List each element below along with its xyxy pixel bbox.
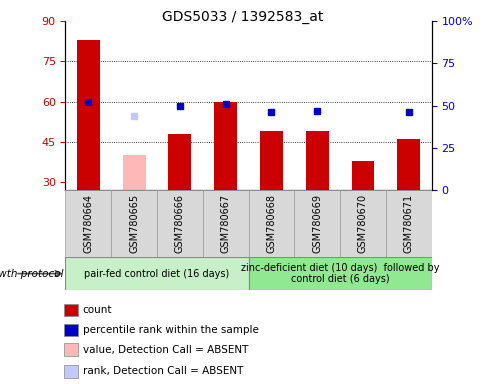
Text: value, Detection Call = ABSENT: value, Detection Call = ABSENT bbox=[83, 345, 248, 355]
Text: GSM780666: GSM780666 bbox=[175, 194, 184, 253]
Bar bbox=[385, 190, 431, 257]
Text: GSM780671: GSM780671 bbox=[403, 194, 413, 253]
Text: GDS5033 / 1392583_at: GDS5033 / 1392583_at bbox=[162, 10, 322, 23]
Text: growth protocol: growth protocol bbox=[0, 268, 63, 279]
Bar bbox=[64, 343, 78, 356]
Bar bbox=[122, 155, 145, 190]
Bar bbox=[64, 324, 78, 336]
Bar bbox=[396, 139, 419, 190]
Text: count: count bbox=[83, 305, 112, 315]
Bar bbox=[65, 257, 248, 290]
Text: rank, Detection Call = ABSENT: rank, Detection Call = ABSENT bbox=[83, 366, 242, 376]
Text: GSM780668: GSM780668 bbox=[266, 194, 276, 253]
Bar bbox=[77, 40, 100, 190]
Bar bbox=[248, 190, 294, 257]
Text: GSM780664: GSM780664 bbox=[83, 194, 93, 253]
Bar bbox=[157, 190, 202, 257]
Bar bbox=[64, 304, 78, 316]
Bar bbox=[202, 190, 248, 257]
Bar bbox=[64, 365, 78, 378]
Text: GSM780665: GSM780665 bbox=[129, 194, 139, 253]
Text: zinc-deficient diet (10 days)  followed by
control diet (6 days): zinc-deficient diet (10 days) followed b… bbox=[241, 263, 439, 285]
Bar bbox=[305, 131, 328, 190]
Text: GSM780670: GSM780670 bbox=[357, 194, 367, 253]
Bar bbox=[351, 161, 374, 190]
Text: pair-fed control diet (16 days): pair-fed control diet (16 days) bbox=[84, 268, 229, 279]
Bar bbox=[214, 102, 237, 190]
Bar bbox=[259, 131, 282, 190]
Bar bbox=[65, 190, 111, 257]
Text: percentile rank within the sample: percentile rank within the sample bbox=[83, 325, 258, 335]
Bar bbox=[339, 190, 385, 257]
Bar bbox=[111, 190, 157, 257]
Bar bbox=[168, 134, 191, 190]
Bar bbox=[248, 257, 431, 290]
Text: GSM780667: GSM780667 bbox=[220, 194, 230, 253]
Text: GSM780669: GSM780669 bbox=[312, 194, 321, 253]
Bar bbox=[294, 190, 339, 257]
